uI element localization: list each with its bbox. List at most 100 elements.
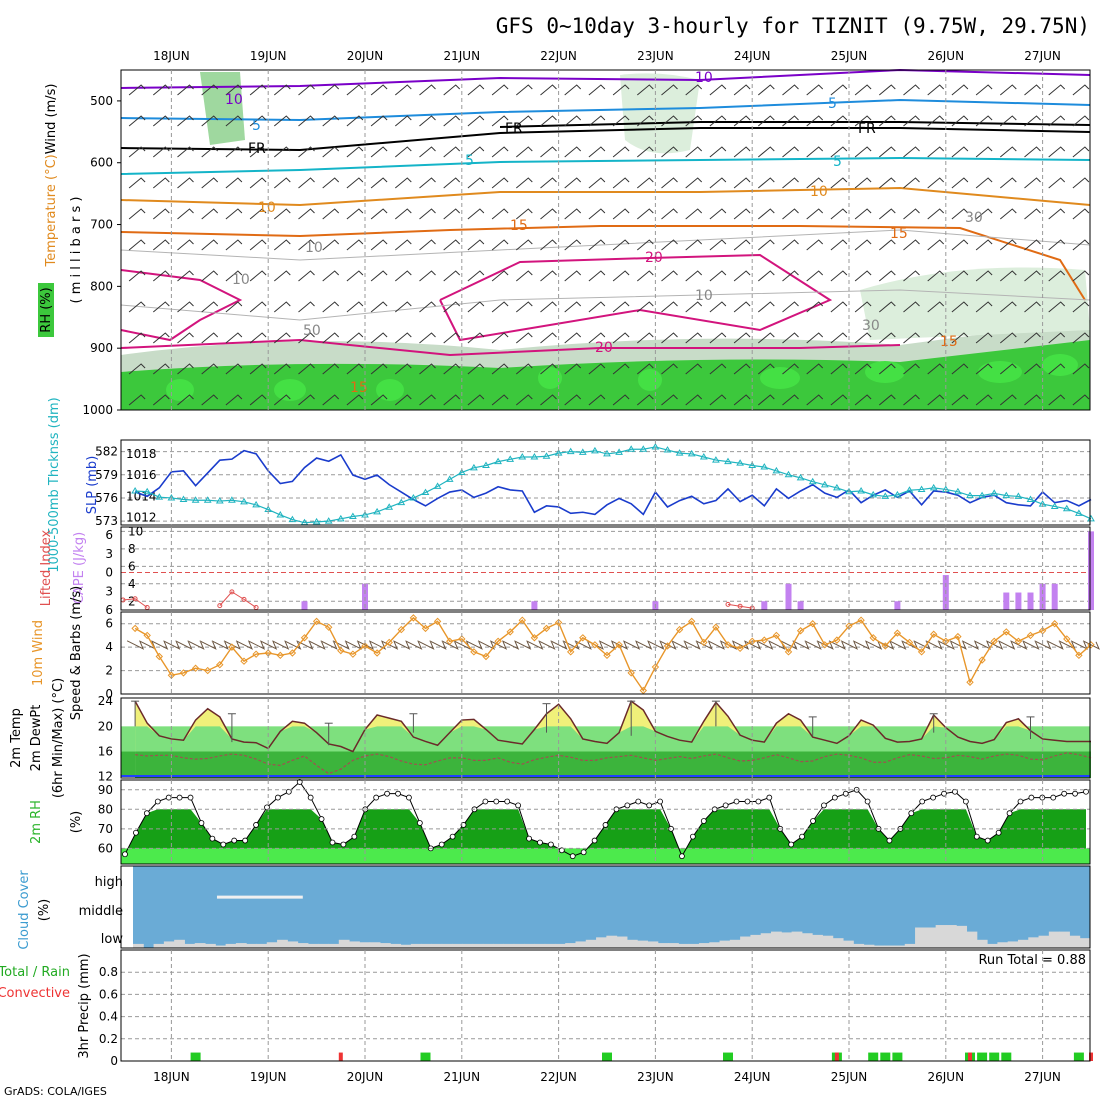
low-cloud-bar <box>729 939 741 948</box>
thickness-point <box>881 492 890 499</box>
rh-point <box>908 810 915 817</box>
wind-barb <box>951 115 969 127</box>
low-cloud-bar <box>904 943 916 948</box>
wind-barb <box>574 640 592 650</box>
wind-point <box>494 637 502 645</box>
wind-point <box>1087 641 1095 649</box>
wind-barb <box>854 208 872 220</box>
wind-barb <box>782 332 799 344</box>
wind-barb <box>298 239 315 251</box>
low-cloud-bar <box>668 943 679 948</box>
rh-shade <box>620 73 700 154</box>
wind-barb <box>443 146 461 158</box>
tick-label: 6 <box>105 528 113 542</box>
wind-barb <box>370 239 388 251</box>
wind-barb <box>370 332 388 344</box>
rh-point <box>646 802 653 809</box>
wind-barb <box>540 146 557 158</box>
wind-barb <box>322 394 340 406</box>
wind-barb <box>273 301 291 313</box>
wind-point <box>337 646 345 655</box>
axis-label-part: Temperature (°C) <box>44 154 59 267</box>
wind-barb <box>515 177 533 189</box>
thickness-point <box>276 510 285 518</box>
wind-barb <box>951 394 969 406</box>
date-label: 21JUN <box>444 49 481 63</box>
wind-barb <box>394 208 412 220</box>
low-cloud-bar <box>225 943 237 948</box>
axis-label-temp-wind: Temperature (°C)Wind (m/s) <box>44 84 59 268</box>
rh-point <box>700 818 707 824</box>
wind-barb <box>515 270 533 282</box>
rh-shade <box>121 340 1090 410</box>
wind-barb <box>370 394 388 406</box>
thickness-point <box>385 503 394 510</box>
wind-barb <box>733 301 751 313</box>
wind-barb <box>515 115 533 127</box>
wind-barb <box>128 363 146 375</box>
wind-barb <box>273 239 291 251</box>
wind-barb <box>903 146 920 158</box>
wind-barb <box>951 363 969 375</box>
wind-barb <box>564 208 582 220</box>
isotherm <box>120 127 1091 152</box>
axis-label-part: 2m Temp <box>9 708 24 768</box>
thickness-point <box>1026 495 1035 502</box>
wind-barb <box>419 301 436 313</box>
wind-barb <box>903 332 920 344</box>
wind-barb <box>249 363 267 375</box>
wind-barb <box>273 208 291 220</box>
wind-barb <box>878 115 896 127</box>
wind-barb <box>733 115 751 127</box>
wind-barb <box>903 363 920 375</box>
tick-label: 500 <box>90 94 113 108</box>
low-cloud-bar <box>472 943 484 948</box>
wind-barb <box>298 146 315 158</box>
wind-barb <box>564 177 582 189</box>
wind-barb <box>622 640 641 650</box>
wind-barb <box>177 177 194 189</box>
wind-barb <box>854 301 872 313</box>
wind-barb <box>889 640 907 650</box>
wind-barb <box>757 332 775 344</box>
rh-point <box>373 794 380 801</box>
wind-barb <box>588 363 606 375</box>
rh-point <box>766 794 773 801</box>
wind-barb <box>685 301 703 313</box>
low-cloud-bar <box>1038 935 1050 948</box>
axis-label-wind-unit: Speed & Barbs (m/s) <box>69 586 84 721</box>
wind-barb <box>419 208 436 220</box>
chart-title: GFS 0~10day 3-hourly for TIZNIT (9.75W, … <box>496 14 1090 38</box>
date-label: 20JUN <box>347 49 384 63</box>
thickness-point <box>482 461 490 468</box>
low-cloud-bar <box>441 943 453 948</box>
thickness-point <box>990 489 999 496</box>
wind-barb <box>792 640 810 650</box>
wind-barb <box>854 270 872 282</box>
low-cloud-bar <box>184 943 196 948</box>
wind-barb <box>685 208 703 220</box>
tick-label: 4 <box>105 640 113 654</box>
wind-barb <box>707 640 725 650</box>
wind-barb <box>757 177 775 189</box>
precip-total-bar <box>1001 1052 1012 1061</box>
wind-barb <box>1024 84 1041 96</box>
wind-barb <box>273 394 291 406</box>
wind-barb <box>685 84 703 96</box>
thickness-point <box>506 455 515 462</box>
wind-barb <box>757 270 775 282</box>
wind-barb <box>685 177 703 189</box>
wind-barb <box>1048 208 1066 220</box>
wind-barb <box>564 394 582 406</box>
wind-barb <box>830 394 848 406</box>
wind-barb <box>249 115 267 127</box>
wind-barb <box>709 301 727 313</box>
wind-barb <box>322 270 340 282</box>
wind-point <box>191 664 200 672</box>
wind-point <box>216 661 224 669</box>
low-cloud-bar <box>503 943 515 948</box>
wind-barb <box>370 270 388 282</box>
thickness-point <box>663 446 672 453</box>
thickness-point <box>784 470 793 478</box>
thickness-point <box>869 490 878 498</box>
